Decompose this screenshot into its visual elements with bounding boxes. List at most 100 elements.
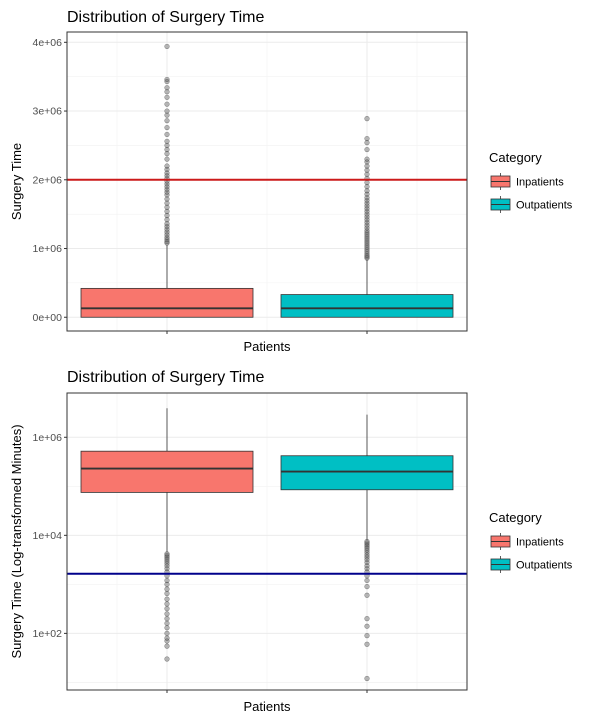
outlier-point [164, 118, 170, 124]
legend-entry-inpatients: Inpatients [516, 537, 564, 549]
outlier-point [364, 577, 370, 584]
outlier-point [164, 656, 170, 662]
chart-panel-1: 0e+00 1e+06 2e+06 3e+06 4e+06 Distribution of… [9, 9, 573, 354]
outlier-point [364, 675, 370, 682]
outlier-point [164, 192, 170, 198]
y-tick-label: 1e+06 [33, 432, 63, 444]
outlier-point [164, 163, 170, 169]
outlier-point [364, 623, 370, 629]
box-outpatients [280, 414, 454, 682]
outlier-point [164, 173, 170, 179]
y-axis-label: Surgery Time (Log-transformed Minutes) [9, 424, 24, 658]
outlier-point [364, 211, 370, 217]
legend: Category Inpatients Outpatients [489, 510, 573, 573]
legend-title: Category [489, 150, 542, 165]
outlier-point [364, 206, 370, 212]
outlier-point [364, 219, 370, 225]
box-body [280, 455, 454, 491]
outlier-point [364, 140, 370, 146]
box-body [80, 287, 254, 318]
outlier-point [364, 200, 370, 206]
y-tick-label: 2e+06 [33, 174, 63, 186]
outlier-point [364, 197, 370, 204]
outlier-point [364, 545, 370, 551]
outlier-point [364, 116, 370, 122]
outlier-point [164, 89, 170, 95]
outlier-point [164, 108, 170, 114]
outlier-point [164, 611, 170, 617]
outlier-point [364, 188, 370, 194]
outlier-point [164, 616, 170, 622]
outlier-point [364, 167, 370, 173]
outlier-point [164, 112, 170, 118]
outlier-point [164, 76, 170, 83]
outlier-point [164, 643, 170, 649]
outlier-point [164, 552, 170, 558]
legend: Category Inpatients Outpatients [489, 150, 573, 213]
y-tick-label: 4e+06 [33, 37, 63, 49]
outlier-point [364, 228, 370, 234]
y-axis-label: Surgery Time [9, 143, 24, 220]
outlier-point [164, 101, 170, 107]
outlier-point [364, 225, 370, 231]
outlier-point [364, 633, 370, 639]
outlier-point [164, 142, 170, 149]
outlier-point [364, 641, 370, 647]
outlier-point [164, 138, 170, 144]
outlier-point [364, 163, 370, 169]
outlier-point [164, 556, 170, 562]
outlier-point [164, 565, 170, 572]
outlier-point [164, 596, 170, 602]
outlier-point [164, 212, 170, 219]
y-tick-label: 1e+02 [33, 628, 63, 640]
outlier-point [364, 159, 370, 165]
outlier-point [164, 189, 170, 195]
outlier-point [364, 208, 370, 214]
box-inpatients [80, 43, 254, 318]
box-body [80, 450, 254, 493]
outlier-point [364, 559, 370, 566]
outlier-point [364, 222, 370, 228]
outlier-point [164, 184, 170, 190]
outlier-point [164, 638, 170, 644]
outlier-point [164, 124, 170, 131]
outlier-point [164, 551, 170, 557]
outlier-point [364, 171, 370, 177]
outlier-point [364, 565, 370, 572]
box-inpatients [80, 408, 254, 662]
outlier-point [164, 146, 170, 153]
outlier-point [164, 208, 170, 214]
y-tick-label: 1e+06 [33, 243, 63, 255]
legend-title: Category [489, 510, 542, 525]
outlier-point [164, 590, 170, 597]
panel-border [66, 31, 468, 332]
box-body [280, 294, 454, 318]
outlier-point [164, 217, 170, 223]
outlier-point [164, 601, 170, 607]
outlier-point [364, 616, 370, 622]
outlier-point [164, 229, 170, 235]
outlier-point [364, 538, 370, 545]
x-axis-label: Patients [244, 339, 291, 354]
outlier-point [164, 94, 170, 100]
outlier-point [364, 146, 370, 153]
outlier-point [164, 43, 170, 50]
outlier-point [164, 204, 170, 210]
chart-panel-2: 1e+02 1e+04 1e+06 Distribution of Surgery T… [9, 369, 573, 714]
outlier-point [164, 226, 170, 232]
chart-title: Distribution of Surgery Time [67, 9, 265, 26]
outlier-point [164, 234, 170, 241]
outlier-point [164, 581, 170, 587]
outlier-point [164, 151, 170, 157]
outlier-point [364, 214, 370, 220]
outlier-point [364, 135, 370, 142]
outlier-point [364, 217, 370, 223]
outlier-point [364, 583, 370, 590]
y-tick-label: 3e+06 [33, 106, 63, 118]
panel-border [66, 392, 468, 691]
outlier-point [164, 85, 170, 91]
outlier-point [164, 635, 170, 641]
outlier-point [164, 223, 170, 230]
